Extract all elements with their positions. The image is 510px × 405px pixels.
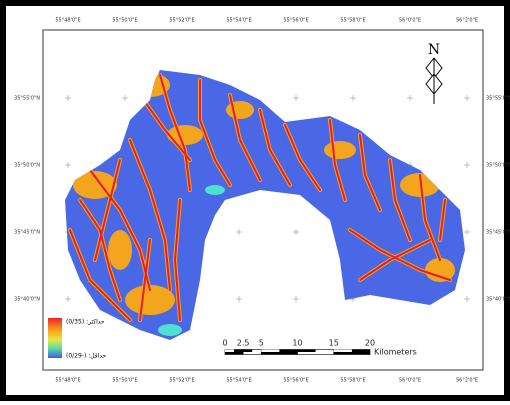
scale-label: 5 xyxy=(259,339,264,348)
legend-ramp xyxy=(48,318,62,358)
left-coord: 35°40'0"N xyxy=(14,297,40,303)
north-arrow: N xyxy=(425,42,443,104)
top-coord: 55°54'0"E xyxy=(226,18,251,24)
legend-min: حداقل: (-0/29) xyxy=(66,353,106,360)
left-coord: 35°45'0"N xyxy=(14,230,40,236)
scale-subsegment xyxy=(225,349,235,352)
top-coord: 56°2'0"E xyxy=(456,18,478,24)
left-coord: 35°50'0"N xyxy=(14,163,40,169)
top-coord: 55°58'0"E xyxy=(340,18,365,24)
bottom-coord: 55°52'0"E xyxy=(169,378,194,384)
legend-max: حداکثر: (0/35) xyxy=(66,319,105,326)
scale-label: 0 xyxy=(222,339,227,348)
scale-subsegment xyxy=(333,349,352,352)
scale-subsegment xyxy=(261,349,280,352)
bottom-coord: 55°48'0"E xyxy=(55,378,80,384)
bottom-coord: 55°50'0"E xyxy=(112,378,137,384)
bottom-coord: 56°2'0"E xyxy=(456,378,478,384)
top-coord: 55°50'0"E xyxy=(112,18,137,24)
scale-label: 10 xyxy=(292,339,302,348)
left-coord: 35°55'0"N xyxy=(14,96,40,102)
bottom-coord: 56°0'0"E xyxy=(399,378,421,384)
scale-label: 20 xyxy=(365,339,375,348)
right-coord: 35°55'0"N xyxy=(486,96,510,102)
top-coord: 55°52'0"E xyxy=(169,18,194,24)
right-coord: 35°50'0"N xyxy=(486,163,510,169)
scale-unit: Kilometers xyxy=(374,348,417,357)
bottom-coord: 55°58'0"E xyxy=(340,378,365,384)
scale-label: 2.5 xyxy=(237,339,250,348)
top-coord: 55°48'0"E xyxy=(55,18,80,24)
top-coord: 55°56'0"E xyxy=(283,18,308,24)
scale-subsegment xyxy=(297,349,316,352)
scale-label: 15 xyxy=(329,339,339,348)
north-letter: N xyxy=(428,42,440,58)
scale-subsegment xyxy=(243,349,253,352)
bottom-coord: 55°54'0"E xyxy=(226,378,251,384)
streams xyxy=(68,73,452,322)
right-coord: 35°45'0"N xyxy=(486,230,510,236)
top-coord: 56°0'0"E xyxy=(399,18,421,24)
bottom-coord: 55°56'0"E xyxy=(283,378,308,384)
right-coord: 35°40'0"N xyxy=(486,297,510,303)
